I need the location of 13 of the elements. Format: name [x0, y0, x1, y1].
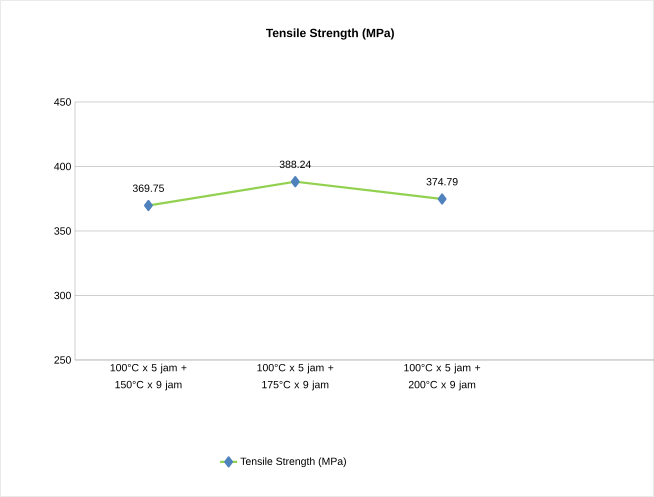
y-tick-label: 300: [54, 292, 71, 300]
y-tick-label: 250: [54, 356, 71, 364]
data-label: 388.24: [280, 160, 311, 168]
chart-title: Tensile Strength (MPa): [266, 28, 394, 40]
y-tick-label: 400: [54, 162, 71, 170]
data-label: 374.79: [426, 178, 458, 186]
y-tick-label: 350: [54, 227, 71, 235]
x-tick-label: 100°C x 5 jam + 200°C x 9 jam: [404, 364, 480, 390]
x-tick-label: 100°C x 5 jam + 150°C x 9 jam: [110, 364, 186, 390]
data-label: 369.75: [132, 184, 164, 192]
x-tick-label: 100°C x 5 jam + 175°C x 9 jam: [257, 364, 334, 390]
legend-label: Tensile Strength (MPa): [240, 457, 346, 468]
y-tick-label: 450: [54, 98, 71, 106]
